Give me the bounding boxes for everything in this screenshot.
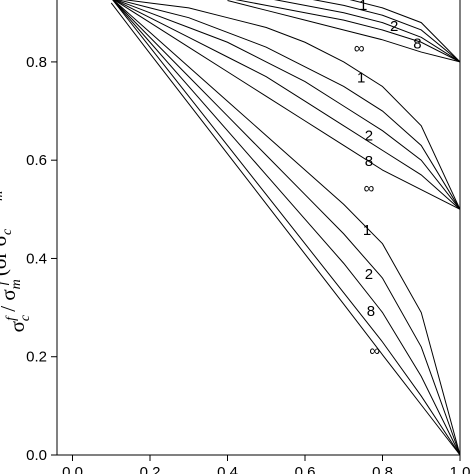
curve: [122, 0, 461, 210]
label-text: (or σ: [0, 235, 11, 281]
y-tick-label: 0.4: [26, 250, 47, 267]
curve-label: 8: [413, 35, 421, 52]
x-tick-label: 0.8: [372, 464, 393, 474]
y-tick-label: 0.6: [26, 152, 47, 169]
curve-label: ∞: [364, 180, 375, 197]
curve-label: ∞: [369, 342, 380, 359]
x-tick-label: 0.2: [140, 464, 161, 474]
curve: [273, 0, 461, 63]
curve-label: 8: [365, 153, 373, 170]
curve: [112, 0, 461, 456]
curve: [112, 0, 461, 456]
plot-area: [110, 0, 461, 456]
curve: [110, 2, 461, 456]
curve-label: 1: [359, 0, 367, 14]
curve: [235, 0, 461, 63]
curve: [312, 0, 461, 63]
curve-label: 2: [365, 266, 373, 283]
label-text: / σ: [0, 201, 2, 229]
label-text: σ: [5, 321, 29, 332]
label-sup: f: [4, 315, 19, 321]
label-sub: c: [0, 228, 15, 235]
curve: [349, 0, 461, 63]
curve: [112, 0, 461, 456]
curve: [227, 0, 461, 63]
curve: [115, 0, 461, 210]
x-tick-label: 0.4: [217, 464, 238, 474]
curve-label: 8: [367, 303, 375, 320]
curve: [112, 0, 461, 456]
label-sup: f: [0, 279, 10, 285]
x-tick-label: 0.6: [295, 464, 316, 474]
curve: [113, 0, 461, 210]
label-sup: y: [0, 228, 1, 237]
label-sub: c: [18, 314, 33, 321]
curve-label: 2: [365, 128, 373, 145]
label-sub: m: [0, 191, 6, 201]
y-tick-label: 0.8: [26, 54, 47, 71]
curve-label: ∞: [354, 40, 365, 57]
curve-label: 1: [363, 222, 371, 239]
y-tick-label: 0.2: [26, 349, 47, 366]
x-tick-label: 0.0: [62, 464, 83, 474]
y-tick-label: 0.0: [26, 447, 47, 464]
curve: [116, 0, 461, 210]
y-axis-label: σcf / σmf (or σcy / σmy): [0, 184, 33, 333]
curve-label: 2: [390, 18, 398, 35]
curve: [114, 0, 461, 210]
label-text: / σ: [0, 289, 20, 317]
label-sub: m: [9, 279, 24, 289]
x-tick-label: 1.0: [450, 464, 471, 474]
curve-label: 1: [357, 70, 365, 87]
